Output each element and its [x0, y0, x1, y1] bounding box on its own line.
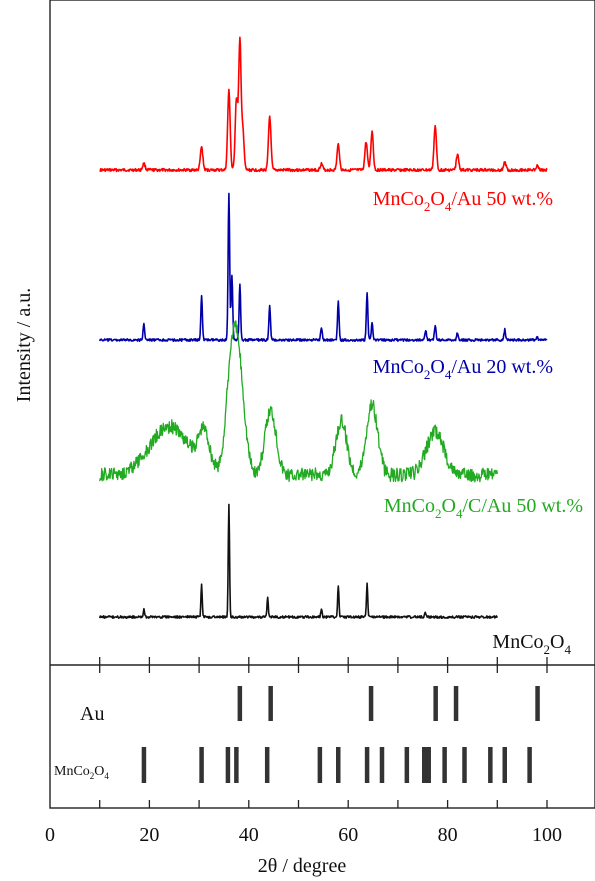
series-line-1: [98, 192, 548, 343]
series-label-2: MnCo2O4/C/Au 50 wt.%: [384, 495, 583, 521]
series-label-0: MnCo2O4/Au 50 wt.%: [373, 188, 553, 214]
x-tick-labels: 0 20 40 60 80 100: [45, 824, 562, 846]
series-labels: MnCo2O4/Au 50 wt.% MnCo2O4/Au 20 wt.% MnCo…: [373, 188, 583, 657]
x-tick-label-5: 100: [532, 824, 562, 846]
series-line-2: [99, 320, 498, 483]
x-axis-label: 2θ / degree: [258, 855, 347, 877]
reference-layer: Au MnCo2O4: [54, 686, 540, 783]
ref-label-1: MnCo2O4: [54, 764, 109, 781]
plot-frame: [49, 0, 595, 809]
series-line-0: [99, 36, 548, 173]
ref-label-0: Au: [80, 703, 104, 725]
x-tick-label-4: 80: [438, 824, 458, 846]
minor-ticks: [99, 657, 548, 808]
x-tick-label-3: 60: [338, 824, 358, 846]
series-line-3: [98, 503, 499, 620]
y-axis-label: Intensity / a.u.: [13, 288, 35, 402]
series-label-3: MnCo2O4: [492, 631, 571, 657]
x-tick-label-0: 0: [45, 824, 55, 846]
x-tick-label-2: 40: [239, 824, 259, 846]
x-tick-label-1: 20: [139, 824, 159, 846]
series-layer: [98, 36, 548, 620]
series-label-1: MnCo2O4/Au 20 wt.%: [373, 356, 553, 382]
